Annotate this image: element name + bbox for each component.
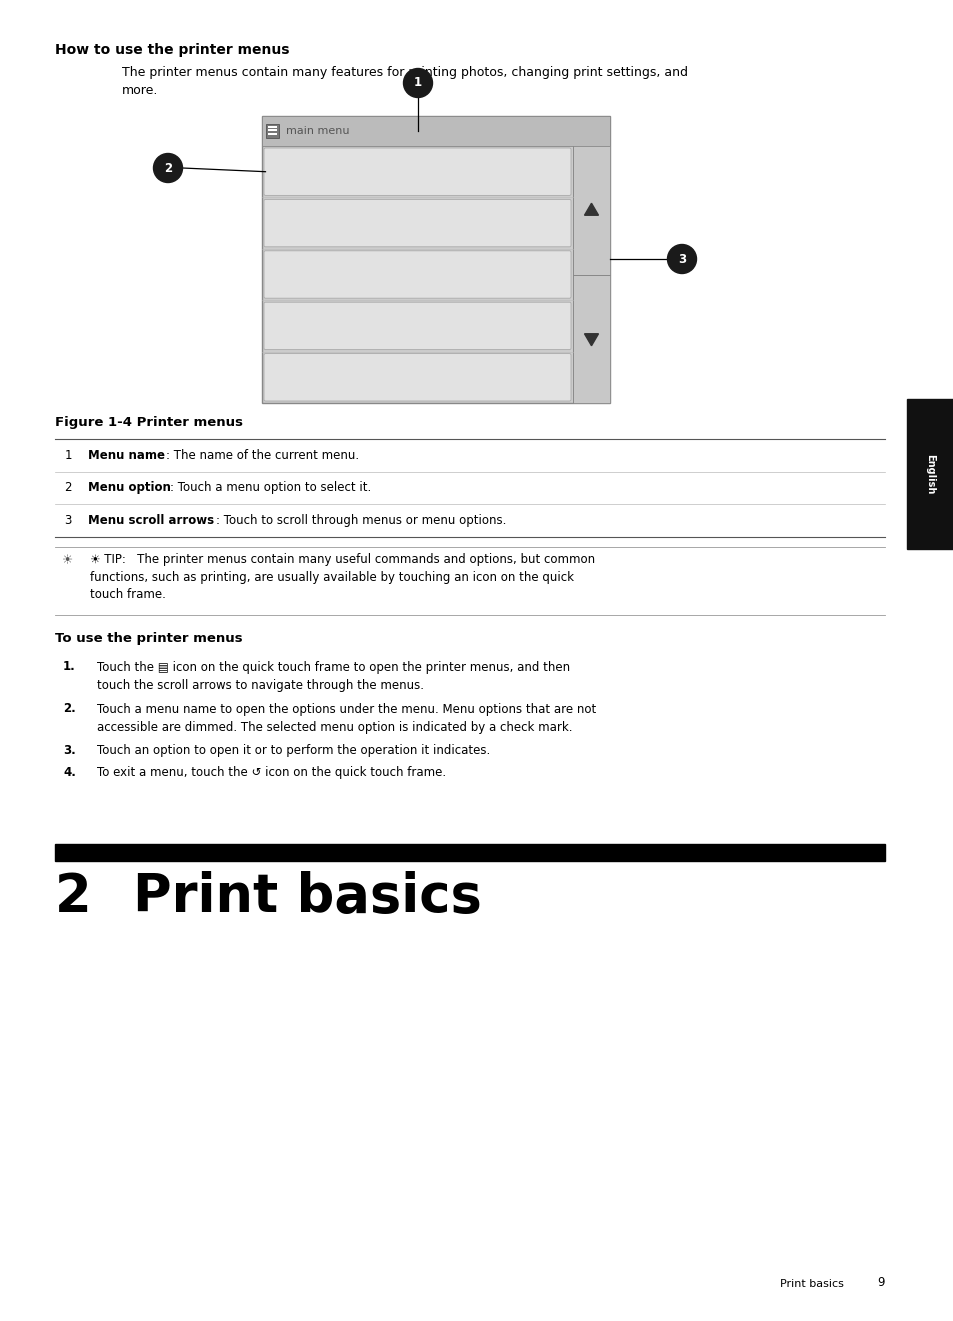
Bar xyxy=(262,116,609,147)
Bar xyxy=(573,275,609,403)
Text: ☀: ☀ xyxy=(62,555,73,568)
Text: Touch an option to open it or to perform the operation it indicates.: Touch an option to open it or to perform… xyxy=(97,745,490,757)
FancyBboxPatch shape xyxy=(264,303,571,350)
Bar xyxy=(573,147,609,275)
Bar xyxy=(267,129,276,131)
Text: 1.: 1. xyxy=(63,660,75,674)
FancyBboxPatch shape xyxy=(264,354,571,402)
Text: ☀ TIP:   The printer menus contain many useful commands and options, but common: ☀ TIP: The printer menus contain many us… xyxy=(90,552,595,565)
Bar xyxy=(262,116,609,403)
Text: : Touch to scroll through menus or menu options.: : Touch to scroll through menus or menu … xyxy=(215,514,506,527)
Circle shape xyxy=(153,153,182,182)
Bar xyxy=(55,844,884,861)
Text: 2: 2 xyxy=(55,871,91,923)
Text: : Touch a menu option to select it.: : Touch a menu option to select it. xyxy=(170,481,371,494)
Circle shape xyxy=(667,244,696,273)
Text: Touch a menu name to open the options under the menu. Menu options that are not: Touch a menu name to open the options un… xyxy=(97,703,596,716)
Text: accessible are dimmed. The selected menu option is indicated by a check mark.: accessible are dimmed. The selected menu… xyxy=(97,721,572,734)
Text: Print basics: Print basics xyxy=(780,1279,843,1289)
Text: Menu option: Menu option xyxy=(88,481,171,494)
Text: main menu: main menu xyxy=(286,125,350,136)
Text: How to use the printer menus: How to use the printer menus xyxy=(55,44,289,57)
Text: 9: 9 xyxy=(877,1276,884,1289)
Bar xyxy=(906,399,953,550)
Text: functions, such as printing, are usually available by touching an icon on the qu: functions, such as printing, are usually… xyxy=(90,571,574,584)
Text: Menu scroll arrows: Menu scroll arrows xyxy=(88,514,213,527)
Text: 1: 1 xyxy=(64,449,71,462)
Text: more.: more. xyxy=(122,85,158,96)
FancyBboxPatch shape xyxy=(264,251,571,299)
Text: English: English xyxy=(924,454,935,494)
Text: 3: 3 xyxy=(64,514,71,527)
FancyBboxPatch shape xyxy=(264,148,571,196)
Polygon shape xyxy=(584,203,598,215)
Polygon shape xyxy=(584,334,598,346)
Text: To exit a menu, touch the ↺ icon on the quick touch frame.: To exit a menu, touch the ↺ icon on the … xyxy=(97,766,446,779)
Text: 3: 3 xyxy=(678,252,685,266)
Text: The printer menus contain many features for printing photos, changing print sett: The printer menus contain many features … xyxy=(122,66,687,79)
Text: Figure 1-4 Printer menus: Figure 1-4 Printer menus xyxy=(55,416,243,429)
Text: touch frame.: touch frame. xyxy=(90,588,166,601)
Text: 1: 1 xyxy=(414,77,421,90)
Bar xyxy=(267,127,276,128)
Text: 2.: 2. xyxy=(63,703,75,716)
Text: Menu name: Menu name xyxy=(88,449,165,462)
Text: 4.: 4. xyxy=(63,766,76,779)
Bar xyxy=(267,133,276,135)
Text: 2: 2 xyxy=(164,161,172,174)
Bar xyxy=(265,124,278,137)
Text: Print basics: Print basics xyxy=(132,871,481,923)
FancyBboxPatch shape xyxy=(264,199,571,247)
Text: touch the scroll arrows to navigate through the menus.: touch the scroll arrows to navigate thro… xyxy=(97,679,423,692)
Circle shape xyxy=(403,69,432,98)
Text: Touch the ▤ icon on the quick touch frame to open the printer menus, and then: Touch the ▤ icon on the quick touch fram… xyxy=(97,660,570,674)
Text: 3.: 3. xyxy=(63,745,75,757)
Text: : The name of the current menu.: : The name of the current menu. xyxy=(166,449,358,462)
Text: To use the printer menus: To use the printer menus xyxy=(55,633,242,646)
Text: 2: 2 xyxy=(64,481,71,494)
